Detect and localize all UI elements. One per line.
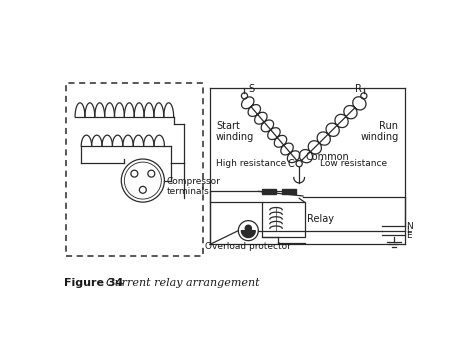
Bar bbox=[262, 189, 275, 194]
Text: Start
winding: Start winding bbox=[216, 121, 254, 142]
Text: High resistance: High resistance bbox=[216, 159, 286, 168]
Text: L: L bbox=[405, 226, 410, 235]
Text: Low resistance: Low resistance bbox=[319, 159, 386, 168]
Text: Common: Common bbox=[305, 152, 348, 162]
Text: Current relay arrangement: Current relay arrangement bbox=[106, 278, 259, 288]
Text: E: E bbox=[405, 231, 411, 240]
Text: S: S bbox=[248, 84, 254, 94]
Text: Overload protector: Overload protector bbox=[205, 242, 291, 251]
Text: R: R bbox=[354, 84, 361, 94]
Text: C: C bbox=[287, 159, 294, 168]
Circle shape bbox=[245, 225, 251, 232]
Polygon shape bbox=[241, 231, 255, 238]
Text: Relay: Relay bbox=[306, 214, 333, 224]
Text: Figure 34: Figure 34 bbox=[64, 278, 123, 288]
Text: N: N bbox=[405, 221, 412, 231]
Bar bbox=[282, 189, 295, 194]
Text: Compressor
terminals: Compressor terminals bbox=[167, 177, 220, 196]
Text: Run
winding: Run winding bbox=[359, 121, 398, 142]
